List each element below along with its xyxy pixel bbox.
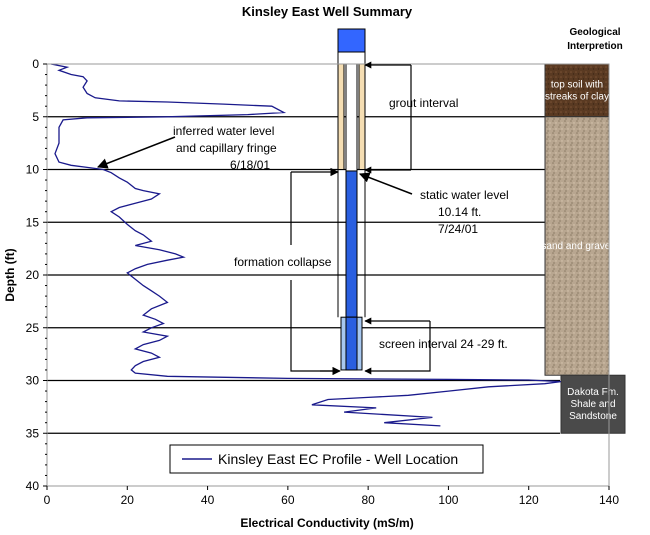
inferred-water-text-3: 6/18/01 bbox=[230, 158, 270, 172]
screen-text: screen interval 24 -29 ft. bbox=[379, 337, 508, 351]
static-water-text-1: static water level bbox=[420, 188, 509, 202]
inner-casing-dry bbox=[345, 63, 358, 172]
legend-label: Kinsley East EC Profile - Well Location bbox=[218, 451, 458, 467]
geology-header: Geological Interpretion bbox=[567, 27, 623, 52]
well-top-casing bbox=[337, 51, 366, 65]
x-axis-ticks: 0 20 40 60 80 100 120 140 bbox=[44, 486, 619, 507]
x-tick-label-60: 60 bbox=[281, 493, 295, 507]
x-tick-label-80: 80 bbox=[361, 493, 375, 507]
geology-header-line-1: Geological bbox=[569, 27, 620, 38]
geology-layer-2-text-1: Shale and bbox=[570, 399, 615, 410]
x-tick-label-40: 40 bbox=[201, 493, 215, 507]
y-tick-label-15: 15 bbox=[26, 215, 40, 229]
y-tick-label-25: 25 bbox=[26, 321, 40, 335]
y-tick-label-35: 35 bbox=[26, 426, 40, 440]
series-line-0 bbox=[50, 63, 561, 427]
y-tick-label-40: 40 bbox=[26, 479, 40, 493]
geology-layer-0-text-1: streaks of clay bbox=[545, 91, 609, 102]
inferred-water-arrow bbox=[97, 136, 176, 169]
y-axis-ticks: 0 5 10 15 20 25 30 35 40 bbox=[26, 57, 47, 493]
geology-layer-0-text-0: top soil with bbox=[551, 79, 603, 90]
screen-water bbox=[345, 316, 358, 371]
legend: Kinsley East EC Profile - Well Location bbox=[169, 444, 484, 474]
chart-title: Kinsley East Well Summary bbox=[242, 4, 413, 19]
well-cap bbox=[337, 28, 366, 53]
x-tick-label-0: 0 bbox=[44, 493, 51, 507]
inferred-water-text-2: and capillary fringe bbox=[176, 141, 277, 155]
well-diagram bbox=[337, 28, 366, 371]
inferred-water-text-1: inferred water level bbox=[173, 124, 274, 138]
geology-layer-1 bbox=[544, 116, 610, 376]
static-water-text-3: 7/24/01 bbox=[438, 222, 478, 236]
geology-layer-1-text-0: sand and gravel bbox=[541, 241, 612, 252]
x-tick-label-120: 120 bbox=[519, 493, 539, 507]
legend-box bbox=[169, 444, 484, 474]
y-tick-label-30: 30 bbox=[26, 374, 40, 388]
grout-right bbox=[358, 63, 366, 170]
x-tick-label-100: 100 bbox=[438, 493, 458, 507]
grout-text: grout interval bbox=[389, 96, 458, 110]
y-tick-label-20: 20 bbox=[26, 268, 40, 282]
geology-layer-2 bbox=[560, 374, 626, 434]
geology-header-line-2: Interpretion bbox=[567, 41, 623, 52]
grout-left bbox=[337, 63, 345, 170]
x-tick-label-140: 140 bbox=[599, 493, 619, 507]
y-tick-label-5: 5 bbox=[32, 110, 39, 124]
y-axis-label: Depth (ft) bbox=[3, 248, 17, 301]
geology-layer-2-text-0: Dakota Fm. bbox=[567, 387, 619, 398]
x-axis-label: Electrical Conductivity (mS/m) bbox=[240, 516, 413, 530]
geology-layer-2-text-2: Sandstone bbox=[569, 411, 617, 422]
water-column bbox=[345, 170, 358, 318]
y-tick-label-0: 0 bbox=[32, 57, 39, 71]
annotations: inferred water level and capillary fring… bbox=[97, 61, 509, 376]
static-water-text-2: 10.14 ft. bbox=[438, 205, 481, 219]
x-tick-label-20: 20 bbox=[121, 493, 135, 507]
grout-bracket bbox=[365, 64, 412, 171]
formation-text: formation collapse bbox=[234, 255, 332, 269]
geology-layer-0 bbox=[544, 63, 610, 118]
formation-bracket bbox=[290, 172, 338, 372]
y-tick-label-10: 10 bbox=[26, 163, 40, 177]
ec-profile-series bbox=[50, 63, 561, 427]
static-water-arrow bbox=[359, 172, 413, 195]
